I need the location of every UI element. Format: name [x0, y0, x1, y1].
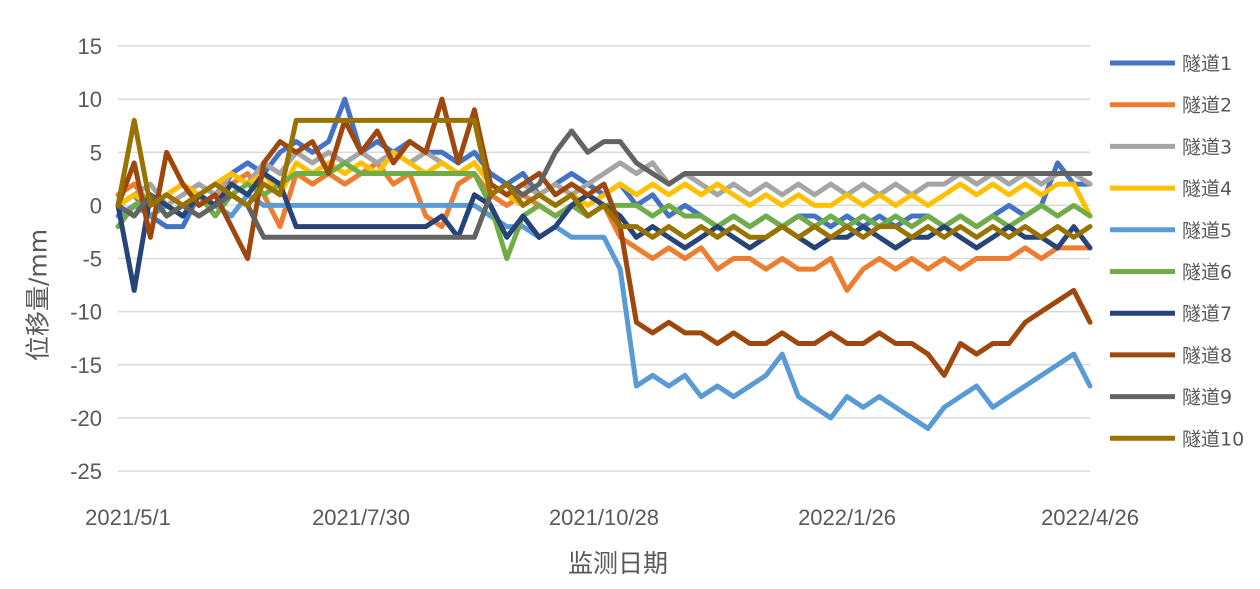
- y-tick-label: -10: [70, 300, 102, 325]
- legend-item: 隧道5: [1110, 220, 1232, 242]
- legend-label: 隧道2: [1182, 95, 1232, 117]
- legend-item: 隧道8: [1110, 345, 1232, 367]
- legend-label: 隧道10: [1182, 428, 1244, 450]
- legend-label: 隧道5: [1182, 220, 1232, 242]
- legend-item: 隧道6: [1110, 262, 1232, 284]
- y-tick-label: 10: [78, 87, 102, 112]
- legend-label: 隧道1: [1182, 53, 1232, 75]
- x-axis-ticks: 2021/5/1 2021/7/30 2021/10/28 2022/1/26 2022…: [85, 505, 1139, 530]
- series-line-8: [115, 96, 1093, 378]
- legend-label: 隧道9: [1182, 387, 1232, 409]
- legend-label: 隧道7: [1182, 303, 1232, 325]
- legend: 隧道1 隧道2 隧道3 隧道4 隧道5 隧道6 隧道7 隧道8 隧道9 隧道10: [1110, 53, 1244, 450]
- x-tick-label: 2022/4/26: [1041, 505, 1139, 530]
- series-line-5: [115, 192, 1093, 431]
- x-tick-label: 2021/5/1: [85, 505, 171, 530]
- legend-label: 隧道4: [1182, 178, 1232, 200]
- legend-item: 隧道10: [1110, 428, 1244, 450]
- legend-item: 隧道1: [1110, 53, 1232, 75]
- legend-label: 隧道8: [1182, 345, 1232, 367]
- series-line-9: [115, 128, 1093, 240]
- y-tick-label: 15: [78, 34, 102, 59]
- legend-item: 隧道2: [1110, 95, 1232, 117]
- y-tick-label: 0: [90, 193, 102, 218]
- legend-label: 隧道3: [1182, 136, 1232, 158]
- y-axis-title: 位移量/mm: [24, 229, 53, 361]
- legend-item: 隧道7: [1110, 303, 1232, 325]
- series-line-10: [115, 117, 1093, 240]
- legend-item: 隧道4: [1110, 178, 1232, 200]
- legend-label: 隧道6: [1182, 262, 1232, 284]
- legend-item: 隧道3: [1110, 136, 1232, 158]
- x-tick-label: 2021/10/28: [549, 505, 659, 530]
- y-axis-ticks: 15 10 5 0 -5 -10 -15 -20 -25: [70, 34, 102, 484]
- x-axis-title: 监测日期: [568, 549, 668, 578]
- y-tick-label: -15: [70, 353, 102, 378]
- legend-item: 隧道9: [1110, 387, 1232, 409]
- y-tick-label: -25: [70, 459, 102, 484]
- y-tick-label: 5: [90, 140, 102, 165]
- series-line-3: [115, 149, 1093, 208]
- x-tick-label: 2022/1/26: [798, 505, 896, 530]
- series-lines: [115, 96, 1093, 431]
- x-tick-label: 2021/7/30: [312, 505, 410, 530]
- y-tick-label: -20: [70, 406, 102, 431]
- y-tick-label: -5: [82, 247, 102, 272]
